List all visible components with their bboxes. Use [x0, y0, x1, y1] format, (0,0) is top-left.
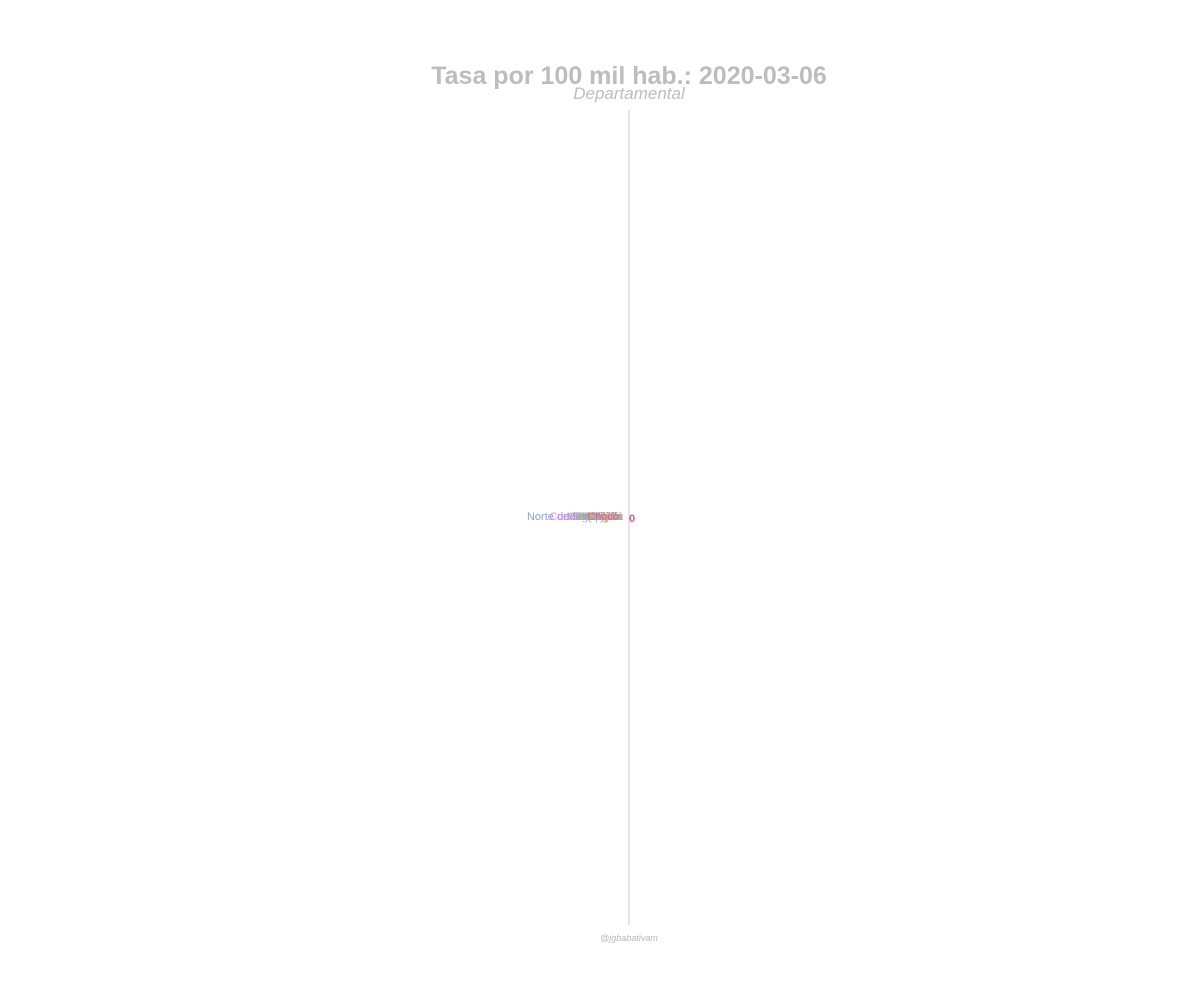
category-label: Huila: [598, 511, 624, 523]
category-label: Antioquia: [575, 511, 622, 523]
category-label: Cauca: [587, 511, 620, 523]
category-label: Meta: [597, 511, 622, 523]
category-labels: Norte de SantanderCundinamarcaCaquetáBog…: [527, 511, 624, 523]
chart-title: Tasa por 100 mil hab.: 2020-03-06: [431, 62, 827, 90]
category-label: Cundinamarca: [549, 511, 621, 523]
chart-subtitle: Departamental: [573, 84, 685, 103]
category-label: La Guajira: [570, 511, 622, 523]
value-label: 0: [629, 513, 635, 525]
category-label: Valle: [595, 511, 619, 523]
category-label: Cesar: [592, 511, 622, 523]
category-label: Magdalena: [567, 511, 622, 523]
category-label: Quindío: [584, 511, 623, 523]
category-label: Chocó: [587, 511, 619, 523]
category-label: Caquetá: [577, 511, 619, 523]
category-label: Risaralda: [575, 511, 622, 523]
category-label: Córdoba: [581, 511, 624, 523]
category-label: Nariño: [591, 511, 623, 523]
category-label: Norte de Santander: [527, 511, 623, 523]
category-label: Bogotá: [588, 511, 624, 523]
category-label: Atlántico: [577, 511, 619, 523]
category-label: Santander: [568, 511, 619, 523]
category-label: Caldas: [587, 511, 622, 523]
category-label: Boyacá: [586, 511, 624, 523]
chart-caption: @jgbabativam: [600, 933, 658, 943]
category-label: Sucre: [590, 511, 619, 523]
category-label: Tolima: [591, 511, 624, 523]
category-label: Bolívar: [585, 511, 620, 523]
